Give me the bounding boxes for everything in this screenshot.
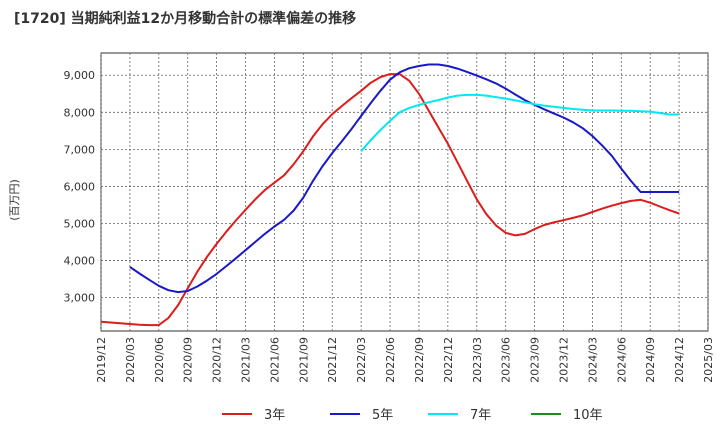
x-tick-label: 2024/03 bbox=[586, 337, 599, 383]
x-tick-label: 2022/03 bbox=[355, 337, 368, 383]
legend-label: 3年 bbox=[264, 408, 285, 423]
x-tick-label: 2021/06 bbox=[268, 337, 281, 383]
y-tick-label: 6,000 bbox=[64, 180, 96, 193]
y-tick-label: 4,000 bbox=[64, 255, 96, 268]
x-tick-label: 2024/06 bbox=[615, 337, 628, 383]
x-tick-label: 2020/06 bbox=[153, 337, 166, 383]
y-axis-label: (百万円) bbox=[8, 179, 21, 221]
legend-label: 5年 bbox=[372, 408, 393, 423]
x-tick-label: 2022/06 bbox=[384, 337, 397, 383]
y-tick-label: 5,000 bbox=[64, 218, 96, 231]
series-line-0 bbox=[100, 73, 680, 327]
x-tick-label: 2023/12 bbox=[557, 337, 570, 383]
y-tick-label: 7,000 bbox=[64, 143, 96, 156]
x-tick-label: 2023/09 bbox=[529, 337, 542, 383]
chart-title: [1720] 当期純利益12か月移動合計の標準偏差の推移 bbox=[14, 11, 357, 27]
series-line-2 bbox=[360, 93, 680, 152]
series-line-1 bbox=[129, 63, 680, 294]
x-tick-label: 2019/12 bbox=[95, 337, 108, 383]
x-tick-label: 2023/06 bbox=[500, 337, 513, 383]
x-tick-label: 2020/03 bbox=[124, 337, 137, 383]
x-tick-label: 2023/03 bbox=[471, 337, 484, 383]
x-tick-label: 2022/12 bbox=[442, 337, 455, 383]
legend-label: 10年 bbox=[573, 408, 603, 423]
x-tick-label: 2022/09 bbox=[413, 337, 426, 383]
legend: 3年 5年 7年 10年 bbox=[222, 408, 603, 423]
x-tick-label: 2024/12 bbox=[673, 337, 686, 383]
y-tick-label: 3,000 bbox=[64, 292, 96, 305]
x-tick-label: 2021/12 bbox=[326, 337, 339, 383]
series-lines bbox=[100, 63, 680, 327]
x-tick-label: 2021/03 bbox=[240, 337, 253, 383]
legend-label: 7年 bbox=[470, 408, 491, 423]
y-tick-label: 8,000 bbox=[64, 106, 96, 119]
x-tick-label: 2021/09 bbox=[297, 337, 310, 383]
x-tick-label: 2024/09 bbox=[644, 337, 657, 383]
y-axis-ticks: 3,000 4,000 5,000 6,000 7,000 8,000 9,000 bbox=[64, 69, 96, 304]
x-axis-ticks: 2019/12 2020/03 2020/06 2020/09 2020/12 2021/… bbox=[95, 337, 715, 383]
x-tick-label: 2020/12 bbox=[211, 337, 224, 383]
x-tick-label: 2020/09 bbox=[182, 337, 195, 383]
x-tick-label: 2025/03 bbox=[702, 337, 715, 383]
y-tick-label: 9,000 bbox=[64, 69, 96, 82]
